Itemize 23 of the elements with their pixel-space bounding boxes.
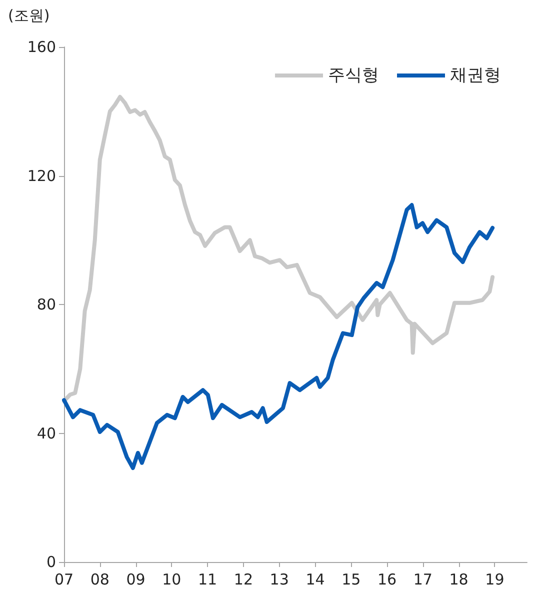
y-tick-label: 0 — [46, 553, 56, 571]
y-tick-label: 40 — [36, 424, 56, 442]
line-series — [62, 94, 495, 404]
y-tick-label: 120 — [27, 166, 56, 185]
x-tick-label: 16 — [377, 570, 397, 588]
legend-label: 주식형 — [328, 66, 379, 86]
x-tick-label: 12 — [234, 570, 254, 588]
x-tick-label: 15 — [342, 570, 361, 588]
x-tick-label: 17 — [413, 570, 432, 588]
legend-label: 채권형 — [450, 66, 501, 86]
x-tick-label: 07 — [54, 570, 74, 588]
x-tick-label: 10 — [162, 570, 182, 588]
y-tick-label: 160 — [27, 38, 56, 56]
x-tick-label: 19 — [485, 570, 504, 588]
y-tick-label: 80 — [36, 296, 56, 314]
x-tick-label: 11 — [198, 570, 218, 588]
y-axis-title: (조원) — [8, 6, 50, 24]
x-tick-label: 08 — [90, 570, 110, 588]
x-tick-label: 14 — [306, 570, 325, 588]
x-tick-label: 09 — [126, 570, 146, 588]
x-tick-label: 13 — [270, 570, 289, 588]
x-tick-label: 18 — [449, 570, 468, 588]
line-series — [62, 203, 495, 470]
